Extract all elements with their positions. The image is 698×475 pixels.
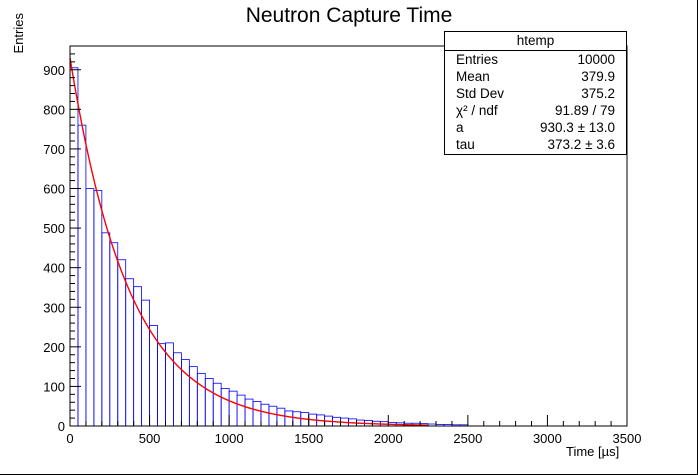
y-tick-label: 800 xyxy=(43,102,65,117)
histogram-bin xyxy=(268,405,278,427)
x-tick-label: 3500 xyxy=(613,431,642,446)
y-tick-label: 300 xyxy=(43,300,65,315)
histogram-bin xyxy=(77,124,87,427)
stats-label: a xyxy=(456,120,464,135)
chart-title: Neutron Capture Time xyxy=(245,4,453,27)
y-tick-label: 100 xyxy=(43,379,65,394)
y-tick-label: 600 xyxy=(43,182,65,197)
x-tick-label: 1000 xyxy=(215,431,244,446)
y-tick-label: 500 xyxy=(43,221,65,236)
y-axis-label: Entries xyxy=(11,13,26,54)
stats-row-tau: tau 373.2 ± 3.6 xyxy=(445,136,626,153)
x-tick-label: 3000 xyxy=(533,431,562,446)
histogram-bin xyxy=(109,242,119,427)
histogram-bin xyxy=(236,394,246,427)
stats-row-a: a 930.3 ± 13.0 xyxy=(445,119,626,136)
x-tick-label: 500 xyxy=(139,431,161,446)
stats-value: 91.89 / 79 xyxy=(554,103,615,118)
stats-row-mean: Mean 379.9 xyxy=(445,68,626,85)
stats-row-entries: Entries 10000 xyxy=(445,51,626,68)
stats-value: 930.3 ± 13.0 xyxy=(540,120,615,135)
stats-row-stddev: Std Dev 375.2 xyxy=(445,85,626,102)
histogram-bin xyxy=(284,410,294,427)
histogram-bin xyxy=(69,67,79,427)
histogram-bin xyxy=(204,378,214,427)
x-tick-label: 0 xyxy=(66,431,73,446)
histogram-bin xyxy=(244,398,254,427)
stats-label: Entries xyxy=(456,52,499,67)
x-tick-label: 1500 xyxy=(294,431,323,446)
y-tick-label: 200 xyxy=(43,340,65,355)
y-tick-label: 700 xyxy=(43,142,65,157)
histogram-bin xyxy=(125,278,135,427)
y-tick-label: 900 xyxy=(43,63,65,78)
histogram-bin xyxy=(220,387,230,427)
histogram-bin xyxy=(117,259,127,427)
histogram-bin xyxy=(212,382,222,427)
stats-value: 373.2 ± 3.6 xyxy=(547,137,615,152)
stats-label: Std Dev xyxy=(456,86,505,101)
histogram-bin xyxy=(101,232,111,427)
y-axis-label-wrap: Entries xyxy=(11,13,27,73)
stats-label: Mean xyxy=(456,69,490,84)
histogram-bin xyxy=(260,403,270,427)
stats-label: tau xyxy=(456,137,475,152)
x-axis-label: Time [µs] xyxy=(566,444,620,459)
x-tick-label: 2000 xyxy=(374,431,403,446)
stats-label: χ² / ndf xyxy=(456,103,498,118)
x-tick-label: 2500 xyxy=(453,431,482,446)
y-tick-label: 0 xyxy=(58,419,65,434)
histogram-bin xyxy=(180,359,190,427)
stats-title: htemp xyxy=(445,32,626,51)
histogram-bin xyxy=(188,366,198,427)
histogram-bin xyxy=(252,401,262,427)
stats-value: 375.2 xyxy=(581,86,615,101)
y-tick-label: 400 xyxy=(43,261,65,276)
stats-box: htemp Entries 10000 Mean 379.9 Std Dev 3… xyxy=(444,31,627,155)
histogram-bin xyxy=(276,407,286,427)
histogram-bin xyxy=(93,190,103,427)
histogram-bin xyxy=(196,372,206,427)
histogram-bin xyxy=(228,390,238,427)
histogram-bin xyxy=(165,342,174,427)
stats-value: 379.9 xyxy=(581,69,615,84)
histogram-bin xyxy=(85,188,95,427)
histogram-bin xyxy=(157,343,166,427)
fit-curve xyxy=(69,57,429,426)
stats-row-chi2: χ² / ndf 91.89 / 79 xyxy=(445,102,626,119)
stats-value: 10000 xyxy=(577,52,615,67)
